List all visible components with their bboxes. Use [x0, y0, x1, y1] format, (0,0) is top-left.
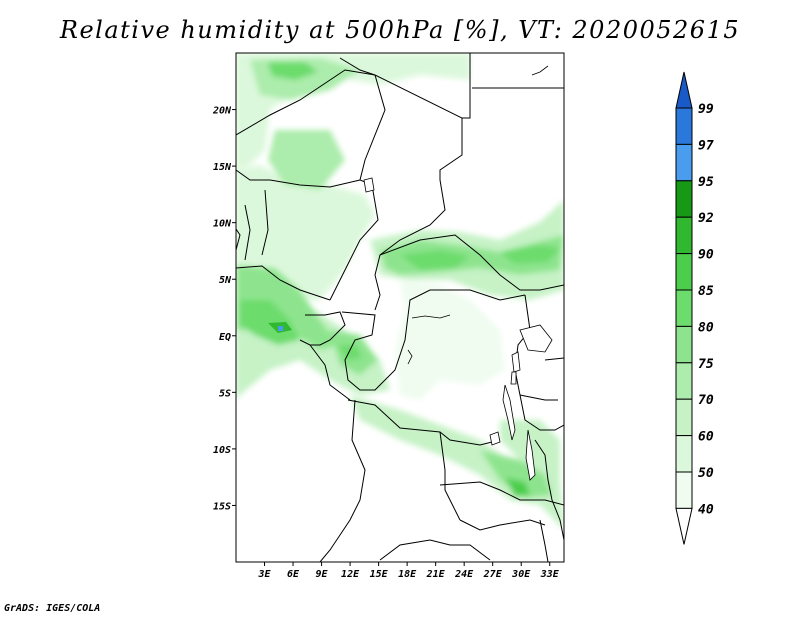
- shade-gabon-core: [240, 300, 300, 345]
- footer-credit: GrADS: IGES/COLA: [4, 603, 101, 614]
- lat-tick-label: 15N: [213, 162, 232, 173]
- shade-congo-core: [338, 345, 362, 360]
- colorbar-segment: [675, 398, 693, 437]
- country-borders: [236, 53, 564, 562]
- lon-tick-label: 12E: [341, 569, 360, 580]
- colorbar-segment: [675, 107, 693, 145]
- lat-tick-label: 5N: [219, 275, 232, 286]
- lon-tick-label: 27E: [483, 569, 503, 580]
- lake-victoria: [519, 324, 553, 353]
- shade-nw-core: [268, 62, 318, 80]
- colorbar-segment: [675, 180, 693, 218]
- colorbar-label: 90: [698, 248, 714, 263]
- map-frame: [235, 52, 565, 563]
- lat-tick-label: 20N: [212, 106, 232, 117]
- colorbar-label: 50: [698, 466, 714, 481]
- shade-chad-moist: [268, 130, 345, 190]
- lon-tick-label: 15E: [370, 569, 389, 580]
- shade-car-core: [400, 250, 470, 270]
- humidity-shading: [236, 53, 564, 530]
- shade-malawi-core: [505, 478, 530, 497]
- colorbar-label: 75: [698, 357, 714, 372]
- lon-tick-label: 33E: [540, 569, 560, 580]
- colorbar-label: 95: [698, 175, 714, 190]
- shade-sahel-west: [236, 165, 375, 300]
- colorbar-segment: [675, 435, 693, 473]
- congo-river: [411, 314, 451, 319]
- colorbar-label: 60: [698, 430, 714, 445]
- colorbar-segment: [675, 325, 693, 364]
- lon-tick-label: 30E: [511, 569, 531, 580]
- lon-tick-label: 18E: [398, 569, 417, 580]
- lake-chad: [363, 177, 375, 193]
- lake-malawi: [525, 429, 536, 481]
- colorbar: 40 50 60 70 75 80 85 90 92 95 97 99: [675, 71, 714, 545]
- colorbar-label: 99: [698, 102, 714, 117]
- shade-gabon-peak-blue: [278, 326, 283, 331]
- colorbar-label: 40: [698, 502, 714, 517]
- lat-tick-label: 15S: [213, 501, 231, 512]
- colorbar-label: 70: [698, 393, 714, 408]
- lat-tick-label: 10N: [213, 219, 232, 230]
- colorbar-top-arrow: [675, 71, 693, 109]
- lake-kivu: [510, 371, 517, 385]
- lon-tick-label: 9E: [316, 569, 329, 580]
- shade-zambia-moist: [480, 450, 552, 498]
- lake-albert: [511, 351, 521, 373]
- lat-tick-label: 10S: [213, 445, 231, 456]
- map-title: Relative humidity at 500hPa [%], VT: 202…: [59, 16, 741, 44]
- colorbar-label: 80: [698, 320, 714, 335]
- lake-tanganyika: [502, 384, 516, 441]
- colorbar-label: 97: [698, 138, 714, 153]
- colorbar-bottom-arrow: [675, 507, 693, 545]
- colorbar-segment: [675, 289, 693, 327]
- colorbar-segment: [675, 253, 693, 291]
- red-sea-coast: [531, 65, 549, 76]
- lat-tick-label: 5S: [219, 388, 231, 399]
- colorbar-label: 92: [698, 211, 714, 226]
- colorbar-segment: [675, 471, 693, 509]
- river-fragment: [407, 349, 413, 365]
- lake-mweru: [489, 431, 501, 446]
- lon-tick-label: 24E: [454, 569, 474, 580]
- shade-ss-core: [500, 245, 560, 264]
- colorbar-segment: [675, 216, 693, 255]
- lon-tick-label: 6E: [287, 569, 300, 580]
- colorbar-segment: [675, 143, 693, 182]
- colorbar-label: 85: [698, 284, 714, 299]
- colorbar-segment: [675, 362, 693, 400]
- lat-tick-label: EQ: [219, 332, 231, 343]
- lon-tick-label: 3E: [257, 569, 271, 580]
- lon-tick-label: 21E: [426, 569, 446, 580]
- shade-east-basin: [395, 280, 505, 400]
